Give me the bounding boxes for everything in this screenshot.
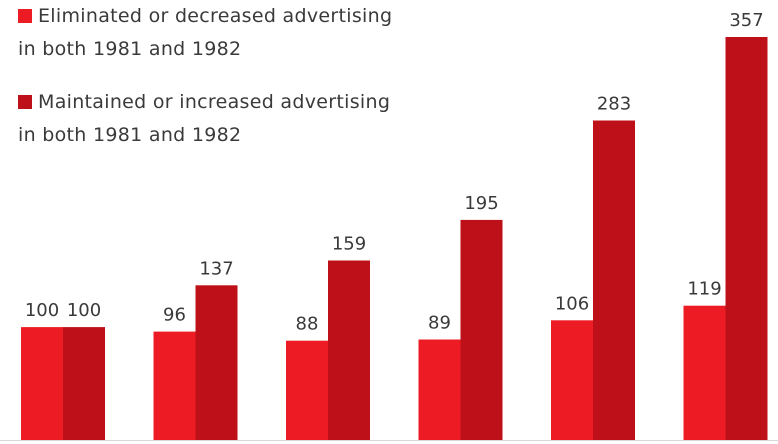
data-label-s1-g6: 119 bbox=[687, 279, 721, 300]
data-label-s1-g2: 96 bbox=[163, 305, 186, 326]
data-label-s2-g5: 283 bbox=[597, 94, 631, 115]
legend-line-1: Maintained or increased advertising bbox=[18, 86, 478, 119]
legend-label-eliminated-line2: in both 1981 and 1982 bbox=[18, 38, 242, 60]
legend-item-maintained: Maintained or increased advertising in b… bbox=[18, 86, 478, 152]
legend-line-1: Eliminated or decreased advertising bbox=[18, 0, 478, 33]
bar-s2-g3 bbox=[328, 260, 370, 440]
legend-item-eliminated: Eliminated or decreased advertising in b… bbox=[18, 0, 478, 66]
bar-s1-g5 bbox=[551, 320, 593, 440]
data-labels-group: 100 100 96 137 88 159 89 195 106 283 119 357 bbox=[25, 10, 764, 335]
data-label-s2-g1: 100 bbox=[67, 300, 101, 321]
bar-s1-g6 bbox=[683, 305, 726, 440]
bar-s1-g1 bbox=[21, 327, 63, 440]
data-label-s1-g3: 88 bbox=[296, 314, 319, 335]
legend-label-eliminated-line1: Eliminated or decreased advertising bbox=[38, 5, 393, 27]
data-label-s2-g2: 137 bbox=[199, 258, 233, 279]
legend-swatch-maintained bbox=[18, 95, 32, 109]
bar-s2-g4 bbox=[460, 219, 503, 440]
bar-s2-g2 bbox=[195, 285, 238, 440]
bars-group bbox=[21, 37, 768, 440]
bar-s1-g2 bbox=[153, 331, 196, 440]
legend-swatch-eliminated bbox=[18, 9, 32, 23]
data-label-s1-g5: 106 bbox=[555, 293, 589, 314]
data-label-s1-g4: 89 bbox=[428, 313, 451, 334]
bar-s1-g4 bbox=[418, 339, 461, 440]
data-label-s2-g3: 159 bbox=[332, 234, 366, 255]
bar-s2-g1 bbox=[63, 327, 105, 440]
legend-label-maintained-line2: in both 1981 and 1982 bbox=[18, 124, 242, 146]
bar-s2-g5 bbox=[593, 120, 635, 440]
data-label-s2-g4: 195 bbox=[464, 193, 498, 214]
bar-s2-g6 bbox=[725, 37, 768, 440]
bar-s1-g3 bbox=[286, 340, 328, 440]
data-label-s1-g1: 100 bbox=[25, 300, 59, 321]
legend-label-maintained-line1: Maintained or increased advertising bbox=[38, 91, 391, 113]
data-label-s2-g6: 357 bbox=[729, 10, 763, 31]
